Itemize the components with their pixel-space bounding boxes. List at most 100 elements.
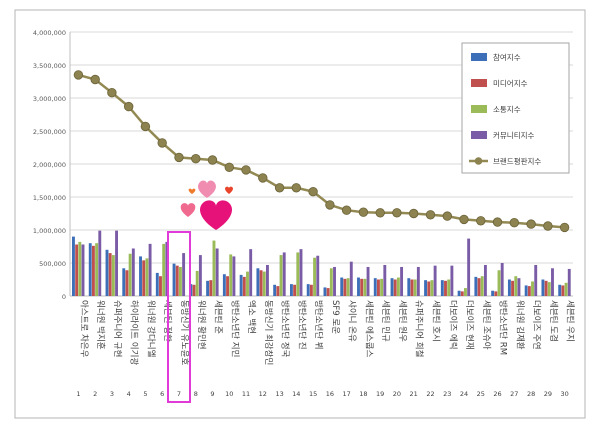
x-category-label: 동방신기 유노윤호 [179, 300, 190, 365]
x-category-label: 하이라이트 이기광 [129, 300, 140, 365]
y-tick-label: 0 [62, 293, 66, 301]
x-rank-label: 17 [342, 390, 350, 398]
x-category-label: 슈퍼주니어 규현 [112, 300, 123, 357]
x-category-label: 세븐틴 민규 [380, 300, 391, 342]
bar-4-5 [148, 243, 152, 296]
line-point-9 [207, 155, 218, 165]
x-category-label: 세븐틴 원우 [397, 300, 408, 342]
x-category-label: 슈퍼주니어 희철 [414, 300, 425, 358]
bar-2-6 [159, 276, 162, 296]
line-point-10 [224, 162, 235, 173]
bar-4-18 [366, 266, 370, 296]
bar-4-11 [249, 249, 253, 296]
line-point-30 [559, 222, 570, 233]
line-point-14 [291, 183, 302, 193]
line-point-18 [358, 207, 369, 217]
bar-2-26 [494, 291, 498, 296]
bar-2-15 [309, 284, 313, 296]
bar-2-9 [209, 280, 213, 296]
x-rank-label: 3 [110, 390, 114, 398]
x-rank-label: 4 [127, 390, 131, 398]
x-rank-label: 18 [359, 390, 367, 398]
bar-2-13 [276, 286, 280, 296]
line-point-12 [258, 173, 268, 183]
x-rank-label: 2 [93, 390, 97, 398]
bar-1-6 [155, 272, 159, 296]
legend-swatch [471, 53, 487, 61]
bar-3-10 [229, 254, 233, 296]
heart-icon-small [180, 203, 196, 217]
bar-4-24 [467, 238, 471, 296]
x-category-label: 방탄소년단 지민 [229, 300, 240, 357]
bar-2-8 [192, 284, 196, 296]
bar-2-10 [226, 276, 229, 296]
bar-1-19 [373, 278, 377, 296]
line-point-20 [392, 208, 402, 218]
heart-icon-large [200, 200, 232, 230]
bar-3-14 [296, 252, 300, 296]
bar-3-24 [464, 288, 467, 296]
bar-1-4 [122, 268, 126, 296]
bar-4-30 [567, 268, 571, 296]
legend-label: 커뮤니티지수 [493, 131, 534, 140]
legend-label: 미디어지수 [493, 78, 528, 88]
bar-2-19 [377, 279, 380, 296]
bar-2-1 [75, 244, 79, 296]
y-tick-label: 1,000,000 [33, 227, 66, 235]
x-axis: 아스트로 차은우 1 워너원 박지훈 2 슈퍼주니어 규현 3 하이라이트 이기광 4 워너원 … [76, 231, 576, 403]
x-category-label: 아스트로 차은우 [78, 300, 89, 358]
bar-1-20 [390, 278, 394, 296]
line-point-4 [123, 101, 134, 112]
line-point-17 [341, 205, 352, 215]
bar-3-29 [547, 282, 551, 296]
line-point-2 [90, 74, 100, 85]
bar-2-30 [561, 285, 565, 296]
x-category-label: 방탄소년단 뷔 [313, 300, 324, 350]
bar-3-4 [128, 253, 132, 296]
bar-2-29 [544, 280, 548, 296]
y-tick-label: 4,000,000 [33, 29, 66, 37]
bar-2-4 [125, 270, 129, 296]
bar-3-15 [313, 257, 317, 296]
bar-3-23 [447, 279, 451, 296]
x-category-label: 더보이즈 현재 [464, 300, 475, 350]
bar-2-27 [511, 280, 515, 296]
line-point-7 [174, 152, 184, 163]
legend-swatch-marker [474, 157, 483, 165]
bar-1-16 [323, 287, 327, 296]
bar-4-9 [215, 248, 219, 296]
x-rank-label: 29 [544, 390, 552, 398]
bar-1-10 [222, 274, 226, 296]
bar-3-3 [111, 255, 115, 296]
x-rank-label: 22 [426, 390, 434, 398]
bar-4-1 [81, 244, 85, 296]
x-rank-label: 5 [143, 390, 147, 398]
bar-4-27 [517, 278, 521, 296]
bar-3-1 [78, 241, 82, 296]
bar-4-7 [182, 253, 186, 296]
bar-2-14 [293, 284, 297, 296]
heart-icon-tiny-right [225, 186, 233, 194]
legend-swatch [471, 79, 487, 87]
bar-3-27 [514, 276, 518, 296]
bar-4-25 [483, 264, 487, 296]
legend-swatch [471, 105, 487, 113]
bar-3-8 [195, 270, 199, 296]
x-category-label: 방탄소년단 RM [498, 300, 509, 355]
x-rank-label: 19 [376, 390, 384, 398]
bar-3-12 [262, 271, 266, 296]
x-category-label: 워너원 강다니엘 [145, 300, 156, 358]
hearts-decoration [180, 180, 233, 230]
line-point-26 [492, 217, 503, 227]
bar-2-17 [343, 278, 347, 296]
line-point-13 [274, 183, 285, 193]
bar-3-16 [329, 268, 333, 296]
x-rank-label: 15 [309, 390, 317, 398]
y-tick-label: 3,500,000 [33, 62, 66, 70]
x-rank-label: 23 [443, 390, 451, 398]
x-category-label: 세븐틴 도겸 [548, 300, 559, 342]
x-rank-label: 13 [275, 390, 283, 398]
line-point-25 [476, 216, 486, 226]
legend-swatch [471, 131, 487, 139]
